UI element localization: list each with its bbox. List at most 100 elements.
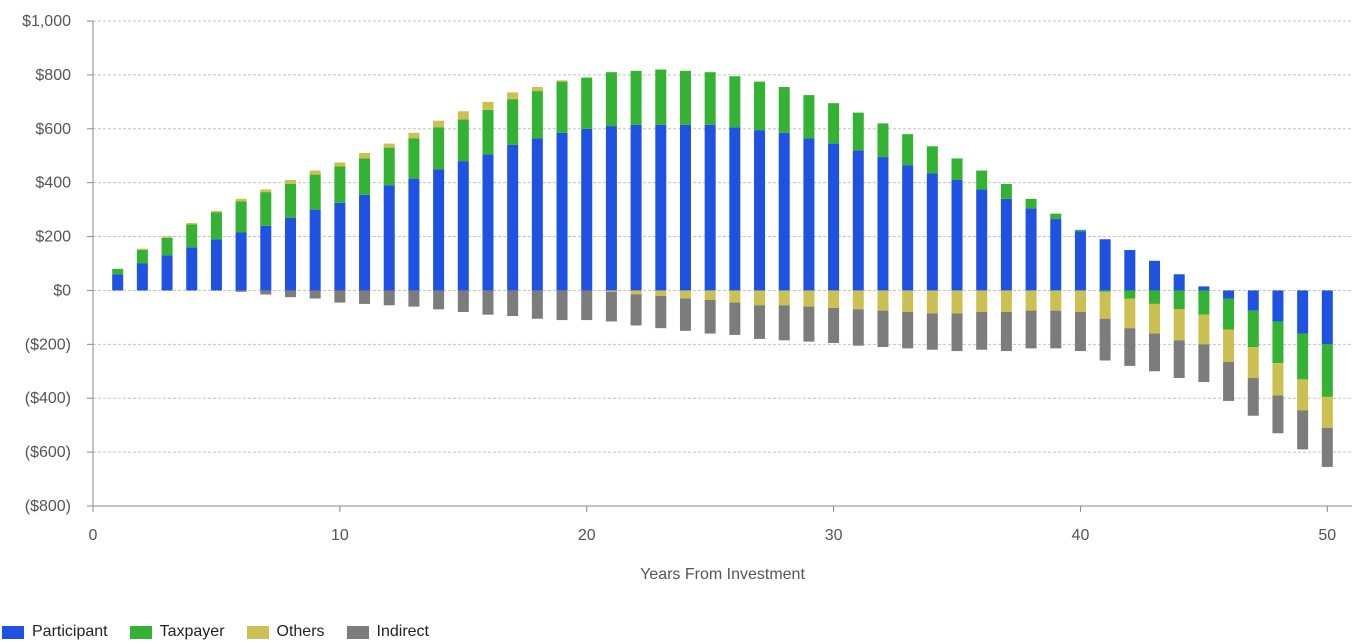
bar-participant-year-16: [482, 154, 494, 291]
bar-participant-year-40: [1074, 231, 1086, 291]
bar-taxpayer-year-47: [1247, 310, 1259, 348]
bar-indirect-year-15: [457, 290, 469, 312]
bar-participant-year-11: [359, 194, 371, 291]
y-tick-label: $200: [35, 229, 71, 246]
bar-participant-year-27: [754, 130, 766, 291]
bar-others-year-12: [383, 143, 395, 148]
y-tick-label: $0: [53, 282, 71, 299]
bar-participant-year-38: [1025, 208, 1037, 291]
bar-others-year-35: [951, 290, 963, 314]
bar-taxpayer-year-24: [679, 70, 691, 125]
bar-indirect-year-31: [852, 309, 864, 346]
bar-indirect-year-12: [383, 290, 395, 306]
bar-participant-year-49: [1297, 290, 1309, 334]
bar-participant-year-35: [951, 179, 963, 291]
bar-others-year-43: [1149, 303, 1161, 334]
bar-others-year-44: [1173, 309, 1185, 341]
x-tick-label: 50: [1318, 527, 1336, 544]
bar-others-year-31: [852, 290, 864, 310]
bar-taxpayer-year-23: [655, 69, 667, 125]
bar-others-year-11: [359, 153, 371, 159]
bar-participant-year-48: [1272, 290, 1284, 322]
bar-participant-year-9: [309, 209, 321, 291]
y-tick-label: $400: [35, 175, 71, 192]
bar-indirect-year-11: [359, 290, 371, 304]
bar-indirect-year-19: [556, 290, 568, 321]
bar-participant-year-47: [1247, 290, 1259, 311]
bar-participant-year-41: [1099, 239, 1111, 291]
bar-participant-year-18: [531, 138, 543, 291]
y-tick-label: ($200): [25, 336, 71, 353]
bar-taxpayer-year-35: [951, 158, 963, 180]
bar-indirect-year-13: [408, 290, 420, 307]
bar-indirect-year-22: [630, 294, 642, 326]
bar-indirect-year-14: [433, 290, 445, 310]
bar-indirect-year-8: [284, 290, 296, 298]
bar-indirect-year-49: [1297, 410, 1309, 450]
bar-participant-year-4: [186, 247, 198, 291]
bar-participant-year-1: [112, 274, 124, 291]
legend-item-taxpayer: Taxpayer: [129, 623, 225, 641]
bar-indirect-year-50: [1321, 427, 1333, 467]
gridlines: [87, 20, 1352, 507]
bar-participant-year-46: [1223, 290, 1235, 299]
bar-others-year-19: [556, 80, 568, 82]
bar-taxpayer-year-44: [1173, 290, 1185, 310]
bar-participant-year-33: [902, 165, 914, 291]
bar-taxpayer-year-15: [457, 119, 469, 162]
bar-participant-year-31: [852, 150, 864, 291]
y-tick-labels: ($800) ($600) ($400) ($200) $0 $200 $400 $600 $8…: [22, 13, 71, 515]
bar-others-year-21: [605, 290, 617, 292]
bar-participant-year-2: [136, 263, 148, 291]
x-tick-label: 30: [825, 527, 843, 544]
bar-taxpayer-year-34: [926, 146, 938, 174]
bar-indirect-year-43: [1149, 333, 1161, 372]
bar-participant-year-23: [655, 124, 667, 291]
bar-participant-year-37: [1000, 198, 1012, 291]
bar-indirect-year-21: [605, 291, 617, 322]
legend-item-participant: Participant: [2, 623, 108, 641]
bar-taxpayer-year-32: [877, 123, 889, 158]
bar-others-year-14: [433, 120, 445, 128]
bar-indirect-year-6: [235, 290, 247, 292]
bar-participant-year-13: [408, 178, 420, 291]
y-tick-label: $800: [35, 67, 71, 84]
bar-taxpayer-year-46: [1223, 298, 1235, 330]
bar-others-year-6: [235, 198, 247, 202]
bar-taxpayer-year-12: [383, 147, 395, 186]
bar-others-year-50: [1321, 396, 1333, 428]
bar-indirect-year-20: [581, 290, 593, 321]
legend-swatch-others: [246, 625, 269, 639]
bar-others-year-23: [655, 290, 667, 296]
bar-others-year-48: [1272, 363, 1284, 396]
bar-indirect-year-46: [1223, 361, 1235, 401]
axes: [92, 21, 1352, 507]
bar-indirect-year-10: [334, 290, 346, 303]
bar-others-year-47: [1247, 347, 1259, 379]
bar-participant-year-25: [704, 124, 716, 291]
legend-item-indirect: Indirect: [346, 623, 429, 641]
bar-taxpayer-year-2: [136, 250, 148, 264]
bar-participant-year-32: [877, 157, 889, 291]
bar-taxpayer-year-28: [778, 87, 790, 133]
bar-others-year-33: [902, 290, 914, 312]
bar-taxpayer-year-42: [1124, 290, 1136, 299]
bar-indirect-year-7: [260, 290, 272, 295]
y-tick-label: ($400): [25, 390, 71, 407]
bar-indirect-year-36: [976, 312, 988, 350]
bar-indirect-year-42: [1124, 328, 1136, 366]
bar-taxpayer-year-3: [161, 237, 173, 256]
bar-taxpayer-year-29: [803, 95, 815, 139]
bar-taxpayer-year-7: [260, 192, 272, 226]
bar-participant-year-34: [926, 173, 938, 291]
bar-participant-year-19: [556, 132, 568, 291]
bar-taxpayer-year-17: [507, 99, 519, 145]
bar-others-year-46: [1223, 329, 1235, 362]
bar-indirect-year-23: [655, 295, 667, 329]
bar-others-year-24: [679, 290, 691, 299]
bar-participant-year-28: [778, 132, 790, 291]
bar-taxpayer-year-20: [581, 77, 593, 129]
bar-taxpayer-year-36: [976, 170, 988, 190]
bar-taxpayer-year-11: [359, 158, 371, 195]
bar-others-year-40: [1074, 290, 1086, 312]
